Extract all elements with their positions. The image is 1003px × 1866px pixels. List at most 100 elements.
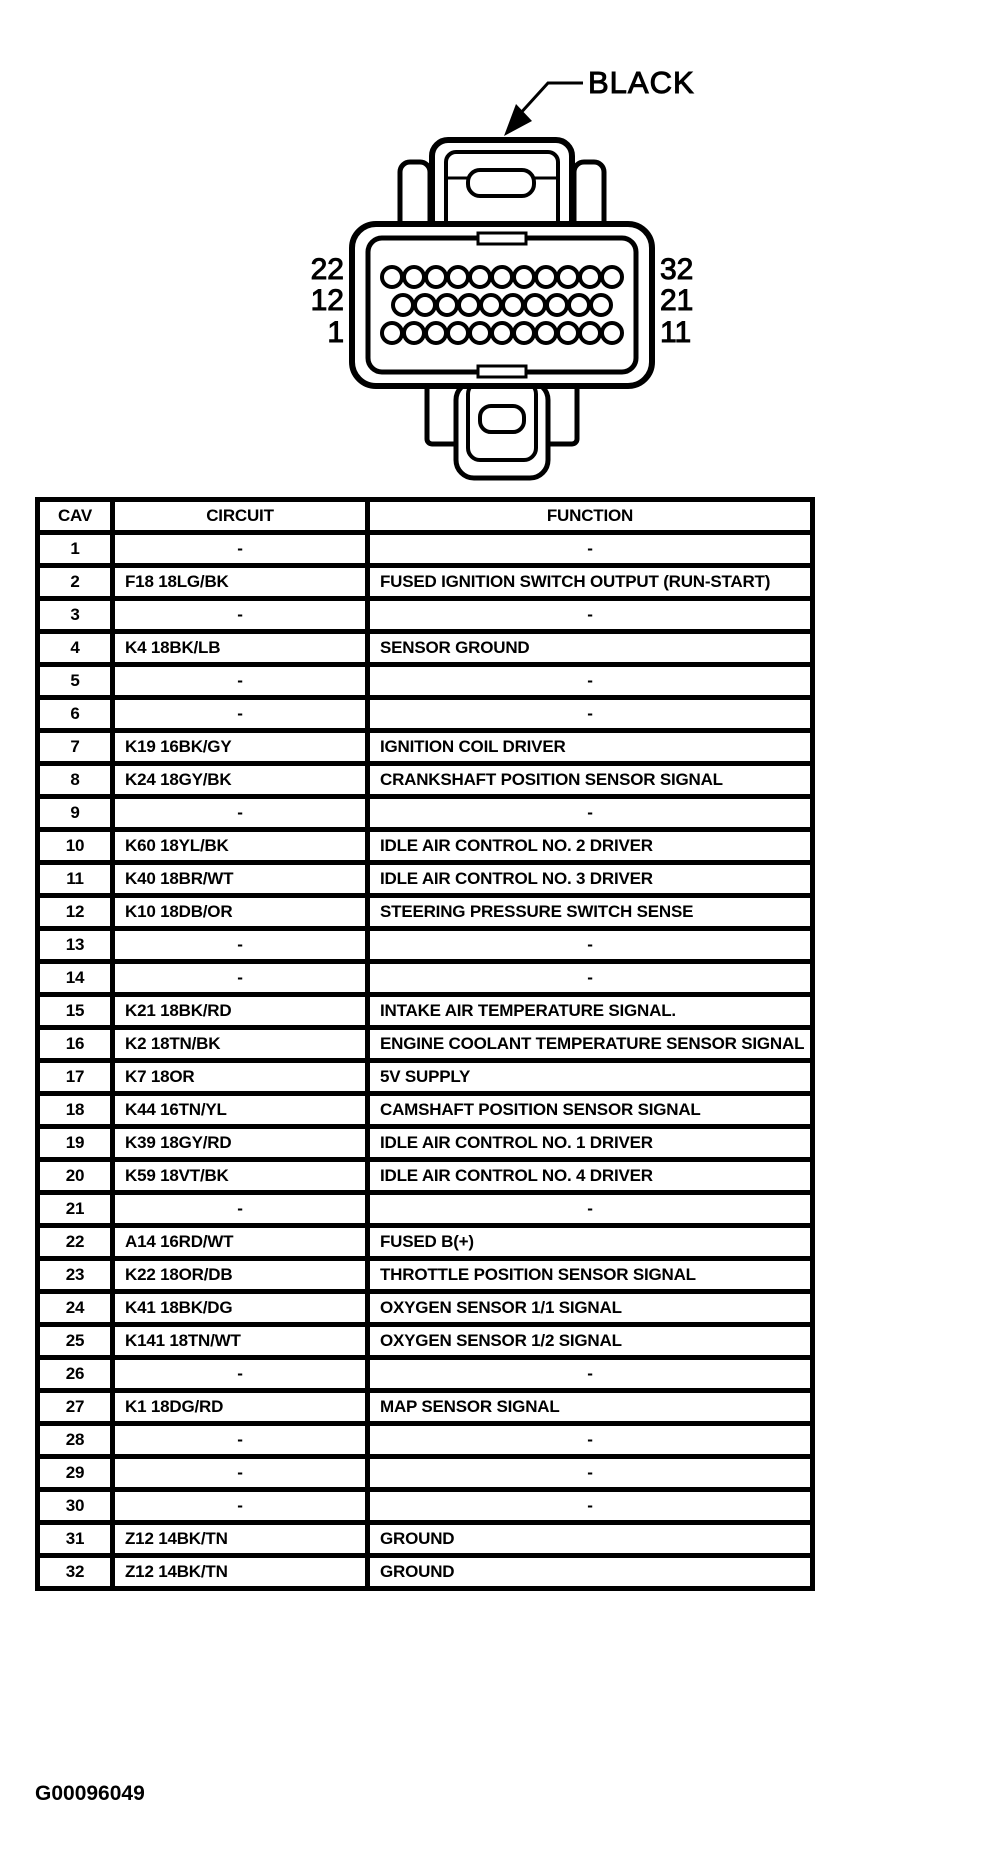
function-cell: -	[365, 695, 815, 733]
cav-cell: 26	[35, 1355, 115, 1393]
cav-cell: 25	[35, 1322, 115, 1360]
pin-row-label-left-0: 22	[311, 253, 344, 286]
cav-cell: 10	[35, 827, 115, 865]
function-cell: IGNITION COIL DRIVER	[365, 728, 815, 766]
pin-cavity	[512, 265, 536, 289]
pin-cavity	[567, 293, 591, 317]
connector-top-tab	[429, 137, 575, 239]
function-cell: CAMSHAFT POSITION SENSOR SIGNAL	[365, 1091, 815, 1129]
cav-cell: 5	[35, 662, 115, 700]
circuit-cell: -	[110, 530, 370, 568]
pin-cavity	[402, 265, 426, 289]
pin-cavity	[446, 321, 470, 345]
table-row: 20 K59 18VT/BK IDLE AIR CONTROL NO. 4 DR…	[35, 1157, 815, 1195]
pin-cavity	[589, 293, 613, 317]
table-header-row: CAV CIRCUIT FUNCTION	[35, 497, 815, 535]
pin-cavity	[468, 265, 492, 289]
cav-cell: 29	[35, 1454, 115, 1492]
function-cell: FUSED IGNITION SWITCH OUTPUT (RUN-START)	[365, 563, 815, 601]
pin-cavity	[468, 321, 492, 345]
circuit-cell: -	[110, 1190, 370, 1228]
pin-cavity	[479, 293, 503, 317]
cav-cell: 6	[35, 695, 115, 733]
pin-cavity	[556, 321, 580, 345]
table-row: 4 K4 18BK/LB SENSOR GROUND	[35, 629, 815, 667]
header-circuit: CIRCUIT	[110, 497, 370, 535]
pin-cavity	[523, 293, 547, 317]
cav-cell: 30	[35, 1487, 115, 1525]
table-row: 30 - -	[35, 1487, 815, 1525]
pin-grid	[380, 265, 624, 345]
function-cell: IDLE AIR CONTROL NO. 1 DRIVER	[365, 1124, 815, 1162]
pin-cavity	[501, 293, 525, 317]
function-cell: -	[365, 530, 815, 568]
circuit-cell: -	[110, 926, 370, 964]
connector-bottom-tab	[453, 379, 551, 481]
cav-cell: 19	[35, 1124, 115, 1162]
header-cav: CAV	[35, 497, 115, 535]
function-cell: -	[365, 1421, 815, 1459]
pin-row-label-right-0: 32	[660, 253, 693, 286]
cav-cell: 22	[35, 1223, 115, 1261]
cav-cell: 23	[35, 1256, 115, 1294]
pinout-table-body: 1 - - 2 F18 18LG/BK FUSED IGNITION SWITC…	[35, 530, 815, 1591]
circuit-cell: K2 18TN/BK	[110, 1025, 370, 1063]
cav-cell: 18	[35, 1091, 115, 1129]
pin-cavity	[446, 265, 470, 289]
function-cell: -	[365, 1355, 815, 1393]
function-cell: -	[365, 662, 815, 700]
pin-cavity	[391, 293, 415, 317]
cav-cell: 2	[35, 563, 115, 601]
pin-cavity	[556, 265, 580, 289]
cav-cell: 8	[35, 761, 115, 799]
pin-cavity	[490, 321, 514, 345]
pin-cavity	[534, 321, 558, 345]
circuit-cell: K141 18TN/WT	[110, 1322, 370, 1360]
table-row: 12 K10 18DB/OR STEERING PRESSURE SWITCH …	[35, 893, 815, 931]
circuit-cell: -	[110, 596, 370, 634]
pin-cavity	[424, 265, 448, 289]
function-cell: -	[365, 596, 815, 634]
circuit-cell: K60 18YL/BK	[110, 827, 370, 865]
pin-cavity	[545, 293, 569, 317]
pin-row-label-left-1: 12	[311, 284, 344, 317]
pin-cavity	[490, 265, 514, 289]
circuit-cell: F18 18LG/BK	[110, 563, 370, 601]
table-row: 10 K60 18YL/BK IDLE AIR CONTROL NO. 2 DR…	[35, 827, 815, 865]
circuit-cell: K4 18BK/LB	[110, 629, 370, 667]
pin-cavity	[424, 321, 448, 345]
pin-cavity	[512, 321, 536, 345]
connector-diagram: BLACK 22 12 1 32 21 11	[0, 0, 1003, 497]
table-row: 7 K19 16BK/GY IGNITION COIL DRIVER	[35, 728, 815, 766]
cav-cell: 31	[35, 1520, 115, 1558]
circuit-cell: K59 18VT/BK	[110, 1157, 370, 1195]
function-cell: IDLE AIR CONTROL NO. 4 DRIVER	[365, 1157, 815, 1195]
table-row: 1 - -	[35, 530, 815, 568]
pin-row-label-right-2: 11	[660, 316, 691, 349]
pin-cavity	[380, 321, 404, 345]
cav-cell: 14	[35, 959, 115, 997]
cav-cell: 3	[35, 596, 115, 634]
color-leader-arrow	[504, 81, 583, 136]
circuit-cell: -	[110, 794, 370, 832]
pin-cavity	[600, 265, 624, 289]
table-row: 9 - -	[35, 794, 815, 832]
function-cell: -	[365, 1487, 815, 1525]
function-cell: -	[365, 1454, 815, 1492]
pin-cavity	[413, 293, 437, 317]
header-function: FUNCTION	[365, 497, 815, 535]
circuit-cell: -	[110, 662, 370, 700]
function-cell: -	[365, 1190, 815, 1228]
circuit-cell: K40 18BR/WT	[110, 860, 370, 898]
cav-cell: 17	[35, 1058, 115, 1096]
connector-color-label: BLACK	[588, 65, 695, 100]
cav-cell: 28	[35, 1421, 115, 1459]
circuit-cell: K24 18GY/BK	[110, 761, 370, 799]
circuit-cell: K7 18OR	[110, 1058, 370, 1096]
cav-cell: 27	[35, 1388, 115, 1426]
cav-cell: 4	[35, 629, 115, 667]
table-row: 2 F18 18LG/BK FUSED IGNITION SWITCH OUTP…	[35, 563, 815, 601]
pin-cavity	[435, 293, 459, 317]
cav-cell: 20	[35, 1157, 115, 1195]
cav-cell: 12	[35, 893, 115, 931]
